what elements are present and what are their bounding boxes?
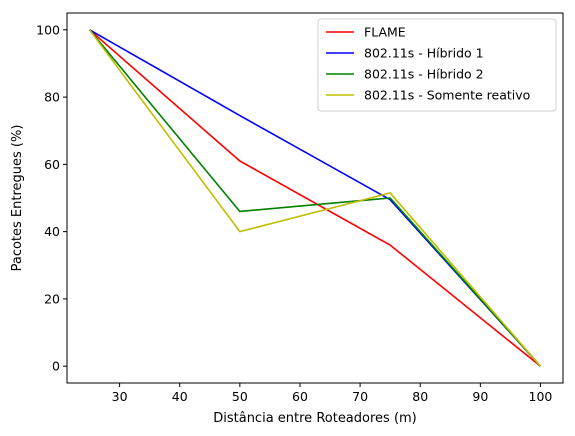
y-tick-label: 20: [44, 291, 60, 306]
series-line-1: [89, 29, 541, 367]
plot-area: [88, 29, 542, 367]
y-tick-label: 0: [52, 359, 60, 374]
series-line-4: [88, 29, 542, 367]
x-tick-label: 50: [232, 389, 248, 404]
legend-label: FLAME: [364, 25, 406, 40]
x-tick-label: 80: [412, 389, 428, 404]
x-axis-ticks: 30 40 50 60 70 80 90 100: [112, 383, 553, 404]
legend-label: 802.11s - Somente reativo: [364, 88, 530, 103]
legend: FLAME 802.11s - Híbrido 1 802.11s - Híbrid…: [317, 18, 557, 112]
y-tick-label: 40: [44, 224, 60, 239]
legend-label: 802.11s - Híbrido 2: [364, 67, 484, 82]
x-axis-label: Distância entre Roteadores (m): [213, 411, 417, 426]
y-axis-label: Pacotes Entregues (%): [10, 125, 25, 272]
y-tick-label: 60: [44, 157, 60, 172]
axes-frame: [66, 12, 564, 384]
legend-label: 802.11s - Híbrido 1: [364, 46, 484, 61]
y-tick-label: 80: [44, 90, 60, 105]
y-axis-ticks: 0 20 40 60 80 100: [36, 22, 67, 374]
legend-box: [317, 18, 557, 112]
series-line-3: [88, 29, 542, 367]
y-tick-label: 100: [36, 22, 60, 37]
x-tick-label: 40: [172, 389, 188, 404]
x-tick-label: 100: [529, 389, 553, 404]
x-tick-label: 70: [352, 389, 368, 404]
x-tick-label: 90: [472, 389, 488, 404]
x-tick-label: 30: [112, 389, 128, 404]
x-tick-label: 60: [292, 389, 308, 404]
